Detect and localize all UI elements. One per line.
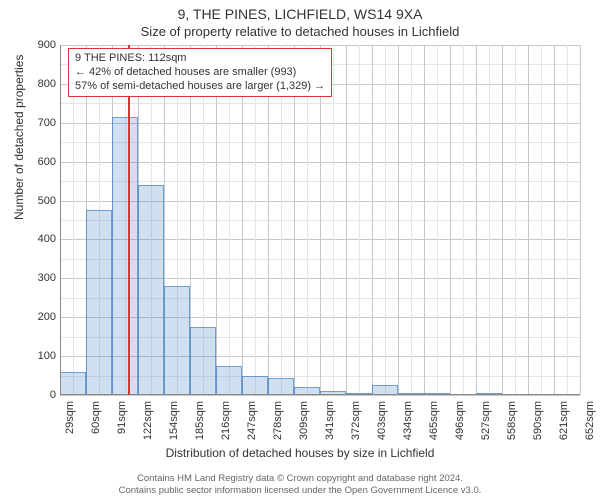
x-axis [60, 394, 580, 395]
x-tick-label: 621sqm [558, 401, 570, 440]
x-tick-label: 341sqm [324, 401, 336, 440]
y-tick-label: 800 [26, 78, 56, 90]
footer-line-2: Contains public sector information licen… [0, 485, 600, 497]
footer: Contains HM Land Registry data © Crown c… [0, 473, 600, 497]
y-tick-label: 200 [26, 311, 56, 323]
plot-area: 9 THE PINES: 112sqm ← 42% of detached ho… [60, 45, 580, 395]
y-tick-label: 300 [26, 272, 56, 284]
x-tick-label: 590sqm [532, 401, 544, 440]
x-tick-label: 558sqm [506, 401, 518, 440]
histogram-bar [242, 376, 268, 395]
x-tick-label: 278sqm [272, 401, 284, 440]
gridline-h [60, 395, 580, 396]
y-tick-label: 700 [26, 117, 56, 129]
x-tick-label: 122sqm [142, 401, 154, 440]
x-tick-label: 247sqm [246, 401, 258, 440]
histogram-bar [60, 372, 86, 395]
x-axis-label: Distribution of detached houses by size … [0, 446, 600, 460]
bars-layer [60, 45, 580, 395]
callout-line-2: ← 42% of detached houses are smaller (99… [75, 66, 325, 80]
y-tick-label: 0 [26, 389, 56, 401]
x-tick-label: 496sqm [454, 401, 466, 440]
footer-line-1: Contains HM Land Registry data © Crown c… [0, 473, 600, 485]
x-tick-label: 372sqm [350, 401, 362, 440]
x-tick-label: 91sqm [116, 401, 128, 434]
callout-line-3: 57% of semi-detached houses are larger (… [75, 80, 325, 94]
callout-line-1: 9 THE PINES: 112sqm [75, 52, 325, 66]
x-tick-label: 154sqm [168, 401, 180, 440]
x-tick-label: 465sqm [428, 401, 440, 440]
x-tick-label: 29sqm [64, 401, 76, 434]
histogram-bar [164, 286, 190, 395]
histogram-bar [216, 366, 242, 395]
x-tick-label: 527sqm [480, 401, 492, 440]
x-tick-label: 309sqm [298, 401, 310, 440]
y-tick-label: 100 [26, 350, 56, 362]
y-axis-label: Number of detached properties [12, 55, 26, 220]
x-tick-label: 434sqm [402, 401, 414, 440]
y-tick-label: 500 [26, 195, 56, 207]
histogram-bar [112, 117, 138, 395]
histogram-bar [190, 327, 216, 395]
x-tick-label: 403sqm [376, 401, 388, 440]
callout-box: 9 THE PINES: 112sqm ← 42% of detached ho… [68, 48, 332, 97]
y-axis [60, 45, 61, 395]
y-tick-label: 900 [26, 39, 56, 51]
histogram-bar [268, 378, 294, 396]
reference-line [128, 45, 130, 395]
y-tick-label: 400 [26, 233, 56, 245]
gridline-v [580, 45, 581, 395]
x-tick-label: 216sqm [220, 401, 232, 440]
histogram-bar [138, 185, 165, 395]
x-tick-label: 185sqm [194, 401, 206, 440]
histogram-bar [86, 210, 112, 395]
page-title: 9, THE PINES, LICHFIELD, WS14 9XA [0, 0, 600, 22]
x-tick-label: 60sqm [90, 401, 102, 434]
y-tick-label: 600 [26, 156, 56, 168]
page-subtitle: Size of property relative to detached ho… [0, 22, 600, 39]
chart-container: 9, THE PINES, LICHFIELD, WS14 9XA Size o… [0, 0, 600, 500]
x-tick-label: 652sqm [584, 401, 596, 440]
